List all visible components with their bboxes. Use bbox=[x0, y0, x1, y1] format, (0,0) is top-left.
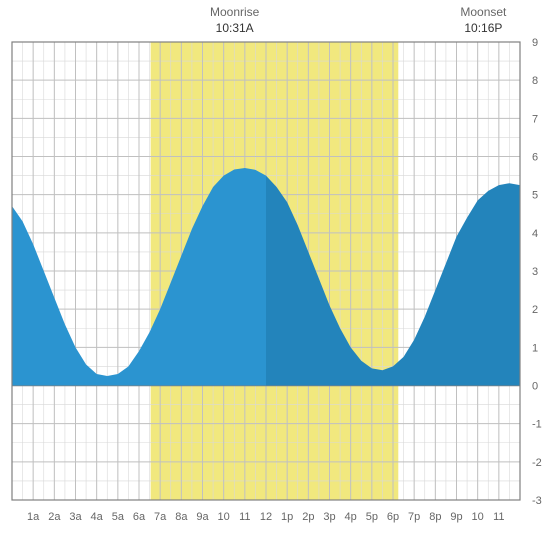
x-tick-label: 6a bbox=[133, 511, 146, 523]
y-tick-label: 8 bbox=[532, 75, 538, 87]
x-tick-label: 4a bbox=[91, 511, 104, 523]
y-tick-label: -1 bbox=[532, 419, 542, 431]
y-tick-label: 5 bbox=[532, 190, 538, 202]
x-tick-label: 1a bbox=[27, 511, 40, 523]
y-tick-label: -2 bbox=[532, 457, 542, 469]
x-tick-label: 12 bbox=[260, 511, 272, 523]
x-tick-label: 5a bbox=[112, 511, 125, 523]
x-tick-label: 8p bbox=[429, 511, 441, 523]
moonrise-annotation-value: 10:31A bbox=[216, 21, 254, 35]
x-tick-label: 9p bbox=[450, 511, 462, 523]
y-tick-label: 2 bbox=[532, 304, 538, 316]
x-tick-label: 4p bbox=[345, 511, 357, 523]
y-axis-labels: -3 -2 -1 0 1 2 3 4 5 6 7 8 9 bbox=[532, 37, 542, 507]
x-tick-label: 3a bbox=[69, 511, 82, 523]
y-tick-label: 3 bbox=[532, 266, 538, 278]
moonset-annotation-value: 10:16P bbox=[464, 21, 502, 35]
chart-svg: -3-2-101234567891a2a3a4a5a6a7a8a9a101112… bbox=[0, 0, 550, 550]
x-tick-label: 7p bbox=[408, 511, 420, 523]
x-tick-label: 2a bbox=[48, 511, 61, 523]
x-tick-label: 3p bbox=[323, 511, 335, 523]
x-tick-label: 11 bbox=[239, 511, 250, 523]
moonset-annotation-label: Moonset bbox=[460, 5, 507, 19]
y-tick-label: 9 bbox=[532, 37, 538, 49]
y-tick-label: 6 bbox=[532, 152, 538, 164]
x-tick-label: 1p bbox=[281, 511, 293, 523]
y-tick-label: -3 bbox=[532, 495, 542, 507]
x-axis-labels: 1a 2a 3a 4a 5a 6a 7a 8a 9a 10 11 12 1p 2p 3p 4p 5p 6p 7p 8p… bbox=[27, 511, 505, 523]
x-tick-label: 9a bbox=[196, 511, 209, 523]
x-tick-label: 10 bbox=[472, 511, 484, 523]
x-tick-label: 7a bbox=[154, 511, 167, 523]
x-tick-label: 5p bbox=[366, 511, 378, 523]
moonset-annotation: Moonset 10:16P bbox=[460, 5, 507, 35]
y-tick-label: 4 bbox=[532, 228, 538, 240]
x-tick-label: 8a bbox=[175, 511, 188, 523]
y-tick-label: 1 bbox=[532, 342, 538, 354]
y-tick-label: 7 bbox=[532, 113, 538, 125]
x-tick-label: 10 bbox=[218, 511, 230, 523]
y-tick-label: 0 bbox=[532, 381, 538, 393]
moonrise-annotation: Moonrise 10:31A bbox=[210, 5, 260, 35]
moonrise-annotation-label: Moonrise bbox=[210, 5, 260, 19]
x-tick-label: 6p bbox=[387, 511, 399, 523]
tide-chart: -3-2-101234567891a2a3a4a5a6a7a8a9a101112… bbox=[0, 0, 550, 550]
x-tick-label: 2p bbox=[302, 511, 314, 523]
x-tick-label: 11 bbox=[493, 511, 504, 523]
